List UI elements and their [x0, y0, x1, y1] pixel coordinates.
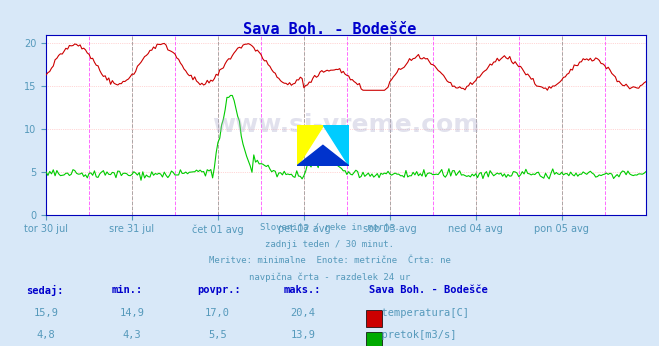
- Text: 4,3: 4,3: [123, 330, 141, 340]
- Text: 4,8: 4,8: [37, 330, 55, 340]
- Text: Slovenija / reke in morje.: Slovenija / reke in morje.: [260, 223, 399, 232]
- Polygon shape: [323, 125, 349, 166]
- Text: Sava Boh. - Bodešče: Sava Boh. - Bodešče: [243, 22, 416, 37]
- Text: zadnji teden / 30 minut.: zadnji teden / 30 minut.: [265, 240, 394, 249]
- Polygon shape: [297, 125, 323, 166]
- Text: 17,0: 17,0: [205, 308, 230, 318]
- Text: www.si-vreme.com: www.si-vreme.com: [212, 112, 480, 137]
- Polygon shape: [297, 145, 349, 166]
- Text: Sava Boh. - Bodešče: Sava Boh. - Bodešče: [369, 285, 488, 295]
- Text: 13,9: 13,9: [291, 330, 316, 340]
- Text: 14,9: 14,9: [119, 308, 144, 318]
- Text: navpična črta - razdelek 24 ur: navpična črta - razdelek 24 ur: [249, 273, 410, 282]
- Text: pretok[m3/s]: pretok[m3/s]: [369, 330, 457, 340]
- Text: temperatura[C]: temperatura[C]: [369, 308, 469, 318]
- Text: 20,4: 20,4: [291, 308, 316, 318]
- Text: sedaj:: sedaj:: [26, 285, 64, 297]
- Text: 15,9: 15,9: [34, 308, 59, 318]
- Text: min.:: min.:: [112, 285, 143, 295]
- Text: povpr.:: povpr.:: [198, 285, 241, 295]
- Text: maks.:: maks.:: [283, 285, 321, 295]
- Text: 5,5: 5,5: [208, 330, 227, 340]
- Text: Meritve: minimalne  Enote: metrične  Črta: ne: Meritve: minimalne Enote: metrične Črta:…: [208, 256, 451, 265]
